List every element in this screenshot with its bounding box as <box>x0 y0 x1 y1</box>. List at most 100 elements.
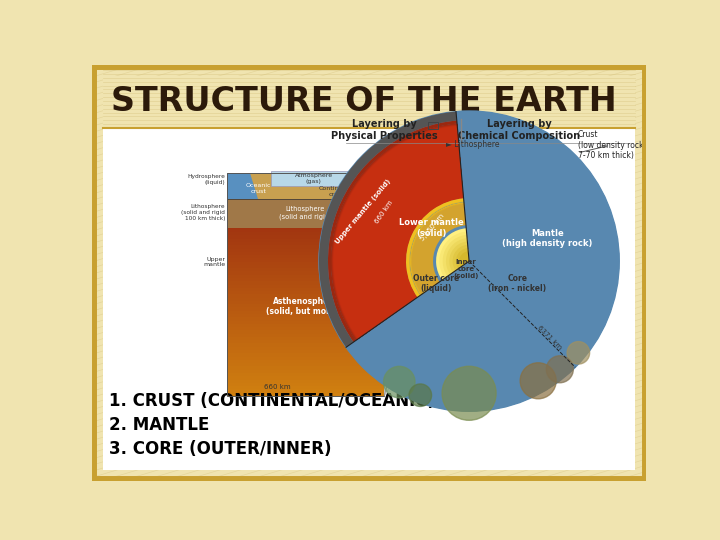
Polygon shape <box>384 150 446 211</box>
Text: 5,150 km: 5,150 km <box>419 213 445 242</box>
Wedge shape <box>332 125 460 340</box>
Wedge shape <box>333 126 462 339</box>
Wedge shape <box>410 202 464 295</box>
FancyBboxPatch shape <box>102 76 636 128</box>
Wedge shape <box>332 125 459 340</box>
Circle shape <box>319 111 619 411</box>
Text: 2. MANTLE: 2. MANTLE <box>109 416 209 434</box>
FancyBboxPatch shape <box>227 218 384 222</box>
Wedge shape <box>333 125 460 340</box>
FancyBboxPatch shape <box>227 359 384 363</box>
FancyBboxPatch shape <box>227 329 384 334</box>
Wedge shape <box>333 125 462 339</box>
Wedge shape <box>410 202 464 295</box>
FancyBboxPatch shape <box>227 303 384 307</box>
Polygon shape <box>346 173 463 396</box>
Wedge shape <box>332 124 459 340</box>
Wedge shape <box>332 125 459 340</box>
FancyBboxPatch shape <box>227 271 384 275</box>
FancyBboxPatch shape <box>104 384 634 469</box>
Wedge shape <box>333 126 463 339</box>
FancyBboxPatch shape <box>227 264 384 268</box>
Wedge shape <box>412 204 465 294</box>
Text: Upper mantle (solid): Upper mantle (solid) <box>334 178 392 245</box>
Text: 6371 km: 6371 km <box>536 325 562 350</box>
FancyBboxPatch shape <box>227 215 384 219</box>
Wedge shape <box>331 124 457 340</box>
Wedge shape <box>412 205 466 294</box>
Text: Mantle
(high density rock): Mantle (high density rock) <box>502 229 593 248</box>
FancyBboxPatch shape <box>227 294 384 298</box>
Wedge shape <box>449 241 469 273</box>
FancyBboxPatch shape <box>227 274 384 278</box>
Wedge shape <box>412 204 466 294</box>
Wedge shape <box>333 125 461 340</box>
Wedge shape <box>331 124 458 340</box>
FancyBboxPatch shape <box>227 307 384 310</box>
Text: 3. CORE (OUTER/INNER): 3. CORE (OUTER/INNER) <box>109 440 331 458</box>
FancyBboxPatch shape <box>227 372 384 376</box>
Text: 1. CRUST (CONTINENTAL/OCEANIC): 1. CRUST (CONTINENTAL/OCEANIC) <box>109 392 435 410</box>
Wedge shape <box>459 251 469 267</box>
Wedge shape <box>436 228 469 280</box>
Text: Crust
(low density rock
7-70 km thick): Crust (low density rock 7-70 km thick) <box>577 130 643 160</box>
FancyBboxPatch shape <box>227 392 384 396</box>
Text: Hydrosphere
(liquid): Hydrosphere (liquid) <box>187 174 225 185</box>
FancyBboxPatch shape <box>227 362 384 367</box>
FancyBboxPatch shape <box>227 356 384 360</box>
Wedge shape <box>330 123 457 341</box>
FancyBboxPatch shape <box>227 323 384 327</box>
FancyBboxPatch shape <box>227 291 384 294</box>
Wedge shape <box>446 238 469 274</box>
FancyBboxPatch shape <box>227 333 384 337</box>
Text: 660 km: 660 km <box>374 199 394 225</box>
Polygon shape <box>251 173 384 199</box>
FancyBboxPatch shape <box>227 241 384 245</box>
Wedge shape <box>453 245 469 271</box>
FancyBboxPatch shape <box>227 231 384 235</box>
FancyBboxPatch shape <box>227 251 384 255</box>
Text: Core
(iron - nickel): Core (iron - nickel) <box>488 274 546 293</box>
FancyBboxPatch shape <box>227 221 384 226</box>
Wedge shape <box>333 126 464 339</box>
Circle shape <box>442 366 496 420</box>
Circle shape <box>409 384 431 407</box>
FancyBboxPatch shape <box>271 171 378 186</box>
Wedge shape <box>346 111 619 411</box>
FancyBboxPatch shape <box>227 379 384 383</box>
FancyBboxPatch shape <box>227 238 384 242</box>
FancyBboxPatch shape <box>227 343 384 347</box>
FancyBboxPatch shape <box>227 320 384 324</box>
FancyBboxPatch shape <box>227 267 384 272</box>
Circle shape <box>546 356 573 383</box>
FancyBboxPatch shape <box>227 212 384 216</box>
Wedge shape <box>331 124 457 340</box>
Wedge shape <box>333 126 463 339</box>
Wedge shape <box>333 125 462 339</box>
FancyBboxPatch shape <box>227 297 384 301</box>
Text: Asthenosphere
(solid, but mobile): Asthenosphere (solid, but mobile) <box>266 297 346 316</box>
Text: Lithosphere
(solid and rigid
100 km thick): Lithosphere (solid and rigid 100 km thic… <box>181 205 225 221</box>
FancyBboxPatch shape <box>227 280 384 285</box>
Wedge shape <box>319 112 456 347</box>
FancyBboxPatch shape <box>227 258 384 261</box>
FancyBboxPatch shape <box>102 76 636 470</box>
FancyBboxPatch shape <box>227 287 384 291</box>
FancyBboxPatch shape <box>227 375 384 380</box>
FancyBboxPatch shape <box>227 336 384 340</box>
FancyBboxPatch shape <box>227 284 384 288</box>
Text: Lithosphere
(solid and rigid): Lithosphere (solid and rigid) <box>279 206 332 220</box>
FancyBboxPatch shape <box>227 389 384 393</box>
Wedge shape <box>332 125 459 340</box>
Text: Lower mantle
(solid): Lower mantle (solid) <box>399 218 464 238</box>
FancyBboxPatch shape <box>227 202 384 206</box>
Wedge shape <box>333 126 464 339</box>
FancyBboxPatch shape <box>227 369 384 373</box>
Wedge shape <box>409 201 464 295</box>
FancyBboxPatch shape <box>227 346 384 350</box>
Wedge shape <box>333 126 462 339</box>
FancyBboxPatch shape <box>227 235 384 239</box>
Circle shape <box>520 363 556 399</box>
FancyBboxPatch shape <box>227 254 384 258</box>
FancyBboxPatch shape <box>227 261 384 265</box>
